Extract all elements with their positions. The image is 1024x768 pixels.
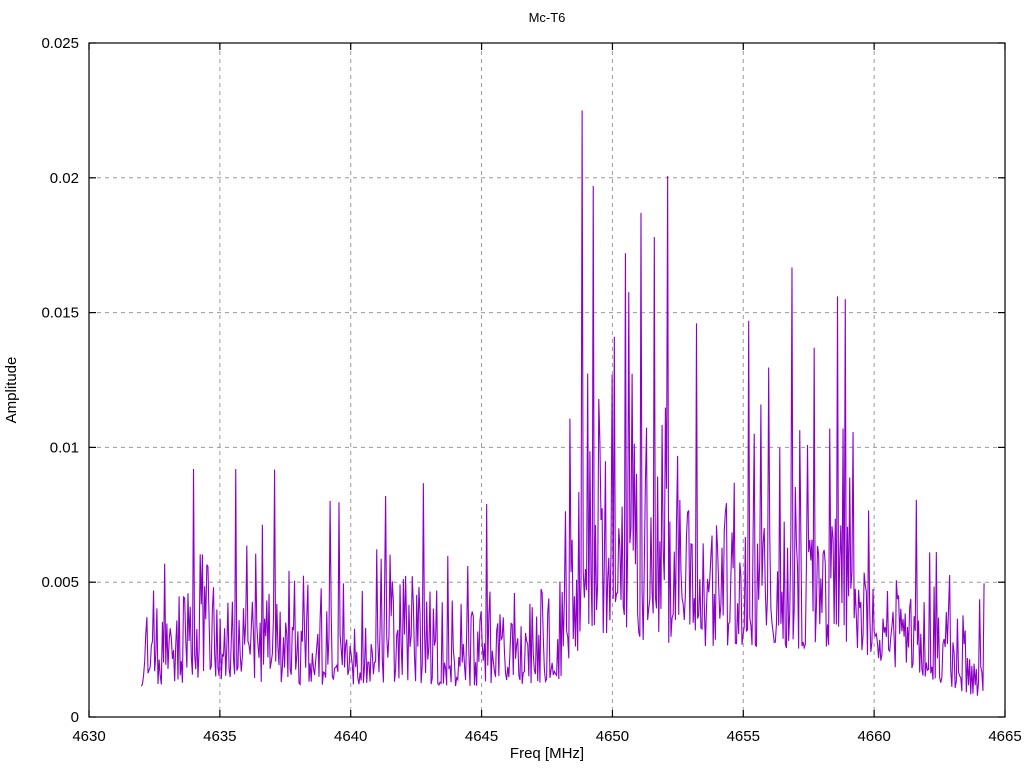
x-tick-label: 4630 <box>72 728 105 745</box>
x-tick-label: 4660 <box>857 728 890 745</box>
page-title: Mc-T6 <box>529 10 566 25</box>
y-tick-label: 0.025 <box>41 35 79 52</box>
y-axis-title: Amplitude <box>3 357 20 424</box>
x-tick-label: 4655 <box>727 728 760 745</box>
y-tick-label: 0.005 <box>41 574 79 591</box>
x-axis-title: Freq [MHz] <box>510 745 584 762</box>
y-tick-label: 0 <box>71 709 79 726</box>
x-tick-label: 4645 <box>465 728 498 745</box>
y-tick-label: 0.01 <box>50 439 79 456</box>
x-tick-label: 4635 <box>203 728 236 745</box>
x-tick-label: 4665 <box>988 728 1021 745</box>
data-trace-layer <box>140 110 985 696</box>
y-tick-label: 0.02 <box>50 170 79 187</box>
grid-layer <box>89 43 1005 717</box>
amplitude-trace <box>140 110 985 696</box>
x-tick-label: 4640 <box>334 728 367 745</box>
tick-layer: 4630 4635 4640 4645 4650 4655 4660 4665 0 0.005 0.… <box>41 35 1021 745</box>
y-tick-label: 0.015 <box>41 305 79 322</box>
x-tick-label: 4650 <box>596 728 629 745</box>
plot-border-layer <box>88 42 1006 718</box>
plot-border <box>88 42 1006 718</box>
